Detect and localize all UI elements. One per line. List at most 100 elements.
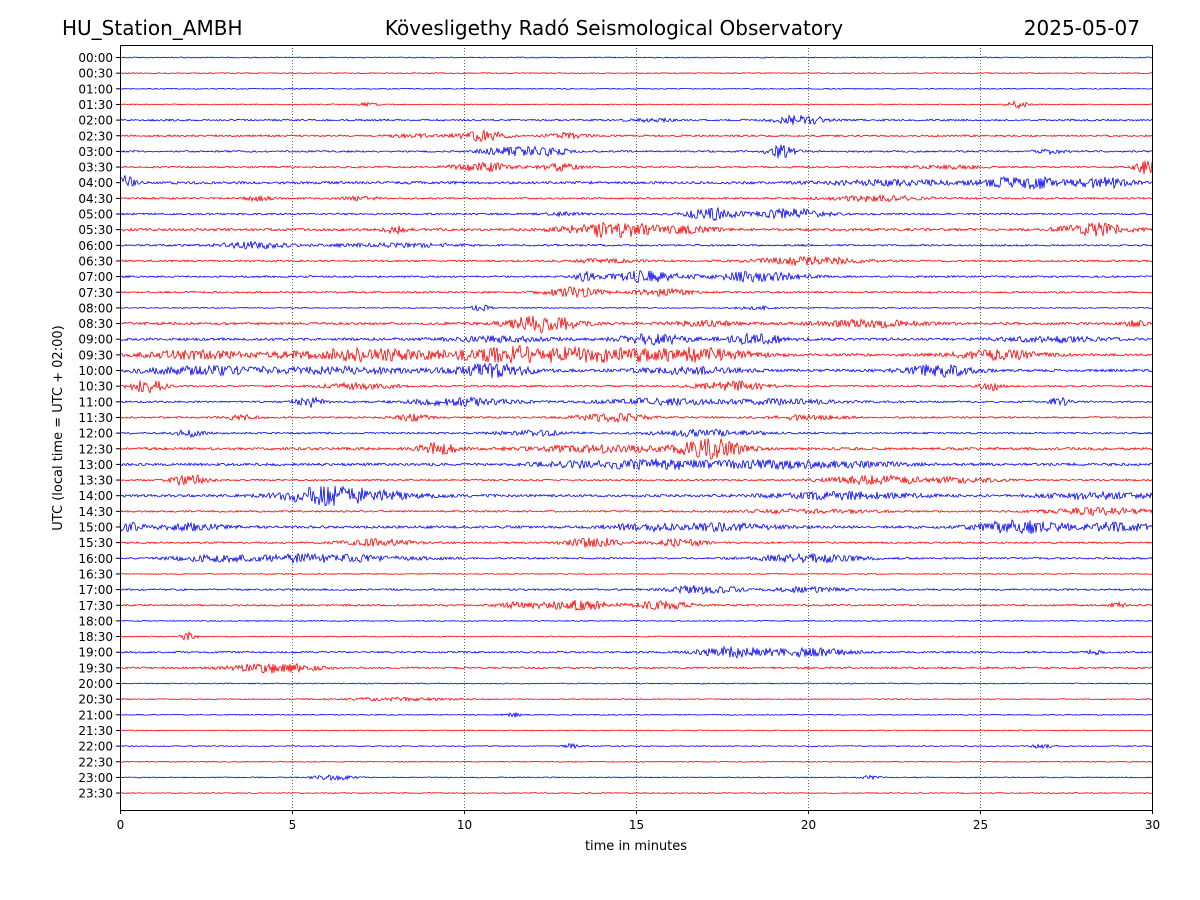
trace-0130 [119,99,1153,110]
y-tick-label: 19:30 [78,661,113,675]
trace-0300 [119,144,1153,159]
y-tick-label: 23:00 [78,771,113,785]
trace-0530 [119,221,1153,239]
y-tick-label: 19:00 [78,646,113,660]
trace-0500 [119,206,1153,221]
trace-0030 [119,72,1153,75]
y-tick-label: 05:00 [78,208,113,222]
y-tick-label: 10:00 [78,364,113,378]
trace-0700 [119,269,1153,284]
trace-2230 [119,760,1153,763]
y-tick-label: 14:00 [78,489,113,503]
y-tick-label: 12:30 [78,442,113,456]
trace-0600 [119,240,1153,250]
trace-1100 [119,395,1153,408]
trace-0730 [119,286,1153,299]
y-tick-label: 16:30 [78,567,113,581]
trace-1130 [119,412,1153,424]
y-tick-label: 06:30 [78,254,113,268]
y-tick-label: 12:00 [78,427,113,441]
trace-1230 [119,438,1153,460]
y-tick-label: 00:00 [78,51,113,65]
trace-0100 [119,87,1153,90]
x-tick-label: 20 [801,818,816,832]
y-tick-label: 09:30 [78,348,113,362]
trace-0430 [119,193,1153,203]
trace-0330 [119,160,1153,175]
x-tick-label: 5 [289,818,297,832]
trace-2100 [119,712,1153,718]
trace-2330 [119,792,1153,795]
y-tick-label: 04:00 [78,176,113,190]
chart-title: Kövesligethy Radó Seismological Observat… [385,16,843,40]
y-tick-label: 00:30 [78,67,113,81]
y-tick-label: 18:00 [78,614,113,628]
y-tick-label: 21:00 [78,708,113,722]
y-axis-label: UTC (local time = UTC + 02:00) [51,325,66,530]
trace-group [119,56,1153,795]
trace-2300 [119,774,1153,782]
trace-0630 [119,255,1153,267]
trace-0000 [119,56,1153,59]
plot-frame [120,45,1153,811]
y-tick-label: 21:30 [78,724,113,738]
trace-2030 [119,696,1153,703]
trace-0930 [119,344,1153,364]
y-tick-label: 04:30 [78,192,113,206]
trace-1030 [119,379,1153,394]
y-tick-label: 10:30 [78,380,113,394]
trace-0900 [119,332,1153,346]
trace-0830 [119,315,1153,334]
station-label: HU_Station_AMBH [62,16,242,40]
y-tick-label: 11:00 [78,395,113,409]
trace-1930 [119,662,1153,674]
trace-0400 [119,175,1153,191]
trace-0200 [119,114,1153,125]
trace-2130 [119,729,1153,732]
trace-1400 [119,485,1153,507]
x-axis-ticks: 0 5 10 15 20 25 30 [117,810,1160,832]
y-tick-label: 03:30 [78,161,113,175]
y-tick-label: 01:00 [78,82,113,96]
y-tick-label: 08:00 [78,301,113,315]
y-tick-label: 02:30 [78,129,113,143]
trace-1300 [119,458,1153,471]
trace-0230 [119,129,1153,143]
y-tick-label: 14:30 [78,505,113,519]
trace-1800 [119,619,1153,622]
x-axis-label: time in minutes [585,839,687,854]
y-tick-label: 06:00 [78,239,113,253]
y-tick-label: 20:00 [78,677,113,691]
trace-0800 [119,304,1153,312]
trace-1500 [119,519,1153,535]
y-tick-label: 22:00 [78,740,113,754]
x-tick-label: 0 [117,818,125,832]
y-tick-label: 15:00 [78,521,113,535]
x-tick-label: 15 [629,818,644,832]
trace-1730 [119,599,1153,612]
y-tick-label: 05:30 [78,223,113,237]
y-tick-label: 07:30 [78,286,113,300]
y-tick-label: 18:30 [78,630,113,644]
y-tick-label: 07:00 [78,270,113,284]
trace-1830 [119,630,1153,641]
trace-1330 [119,474,1153,487]
date-label: 2025-05-07 [1024,16,1140,40]
y-tick-label: 16:00 [78,552,113,566]
y-tick-label: 22:30 [78,755,113,769]
y-tick-label: 17:00 [78,583,113,597]
trace-1530 [119,537,1153,549]
x-tick-label: 10 [457,818,472,832]
y-tick-label: 09:00 [78,333,113,347]
y-tick-label: 13:00 [78,458,113,472]
x-tick-label: 25 [973,818,988,832]
trace-1200 [119,428,1153,439]
y-tick-label: 03:00 [78,145,113,159]
y-tick-label: 08:30 [78,317,113,331]
x-tick-label: 30 [1145,818,1160,832]
y-tick-label: 17:30 [78,599,113,613]
y-tick-label: 15:30 [78,536,113,550]
trace-1000 [119,362,1153,378]
